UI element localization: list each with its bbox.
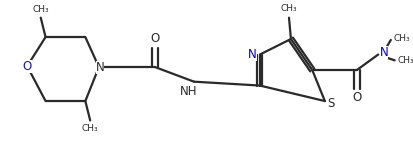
Text: N: N: [95, 61, 104, 74]
Text: CH₃: CH₃: [393, 35, 409, 43]
Text: O: O: [150, 33, 159, 45]
Text: NH: NH: [180, 85, 197, 98]
Text: O: O: [351, 91, 361, 104]
Text: N: N: [247, 48, 256, 61]
Text: CH₃: CH₃: [82, 124, 98, 133]
Text: N: N: [379, 46, 387, 59]
Text: CH₃: CH₃: [280, 4, 297, 13]
Text: S: S: [326, 97, 334, 110]
Text: CH₃: CH₃: [396, 56, 413, 65]
Text: CH₃: CH₃: [32, 5, 49, 14]
Text: O: O: [22, 60, 32, 73]
